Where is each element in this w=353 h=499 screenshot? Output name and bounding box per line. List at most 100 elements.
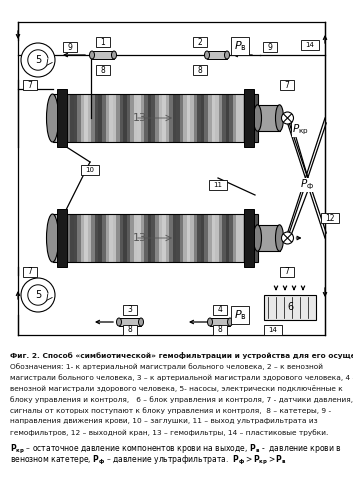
Bar xyxy=(70,214,74,262)
FancyBboxPatch shape xyxy=(23,80,37,90)
Bar xyxy=(211,214,216,262)
Text: 10: 10 xyxy=(85,167,95,173)
Bar xyxy=(141,214,145,262)
FancyBboxPatch shape xyxy=(96,37,110,47)
Ellipse shape xyxy=(90,51,95,59)
Text: 2: 2 xyxy=(198,37,202,46)
FancyBboxPatch shape xyxy=(280,80,294,90)
Text: 14: 14 xyxy=(306,42,315,48)
Bar xyxy=(120,94,124,142)
Bar xyxy=(211,94,216,142)
Bar xyxy=(91,214,95,262)
Text: Обозначения: 1- к артериальной магистрали больного человека, 2 – к венозной: Обозначения: 1- к артериальной магистрал… xyxy=(10,363,323,370)
Text: венозном катетере, $\mathbf{P_ф}$ – давление ультрафильтрата.  $\mathbf{P_ф}$$>\: венозном катетере, $\mathbf{P_ф}$ – давл… xyxy=(10,454,287,467)
Bar xyxy=(130,94,134,142)
Bar xyxy=(123,94,127,142)
Bar xyxy=(207,51,227,59)
Text: 7: 7 xyxy=(285,267,289,276)
Bar xyxy=(194,214,198,262)
Bar xyxy=(74,214,78,262)
Text: 7: 7 xyxy=(28,80,32,89)
Ellipse shape xyxy=(47,94,59,142)
Bar xyxy=(84,214,88,262)
Bar xyxy=(56,209,66,267)
Bar xyxy=(236,94,240,142)
Bar xyxy=(113,94,116,142)
Ellipse shape xyxy=(275,105,283,131)
Bar xyxy=(215,94,219,142)
FancyBboxPatch shape xyxy=(63,42,77,52)
Text: $P_{\rm в}$: $P_{\rm в}$ xyxy=(234,39,246,53)
Text: Фиг. 2. Способ «симбиотической» гемофильтрации и устройства для его осуществлени: Фиг. 2. Способ «симбиотической» гемофиль… xyxy=(10,352,353,359)
Circle shape xyxy=(281,112,293,124)
Bar xyxy=(243,94,247,142)
Bar xyxy=(190,94,195,142)
Ellipse shape xyxy=(253,225,262,251)
Bar xyxy=(264,294,316,319)
FancyBboxPatch shape xyxy=(209,180,227,190)
Bar xyxy=(116,214,120,262)
Text: $P_{\rm ф}$: $P_{\rm ф}$ xyxy=(300,178,314,192)
Bar xyxy=(53,94,56,142)
Bar xyxy=(137,214,141,262)
Bar xyxy=(74,94,78,142)
Bar xyxy=(63,214,67,262)
Bar xyxy=(120,214,124,262)
Bar xyxy=(226,214,230,262)
FancyBboxPatch shape xyxy=(213,305,227,315)
Bar xyxy=(56,214,60,262)
Bar xyxy=(166,94,170,142)
Bar xyxy=(95,214,99,262)
FancyBboxPatch shape xyxy=(263,42,277,52)
Bar xyxy=(81,214,85,262)
Bar xyxy=(102,214,106,262)
Bar xyxy=(173,94,177,142)
Bar xyxy=(144,94,148,142)
Bar xyxy=(233,214,237,262)
Bar xyxy=(151,214,156,262)
Bar xyxy=(148,94,152,142)
Bar xyxy=(162,214,166,262)
FancyBboxPatch shape xyxy=(96,65,110,75)
Bar xyxy=(56,89,66,147)
Bar xyxy=(208,214,212,262)
Ellipse shape xyxy=(227,318,233,326)
Bar xyxy=(127,94,131,142)
Bar xyxy=(250,94,255,142)
Text: 7: 7 xyxy=(285,80,289,89)
Bar xyxy=(155,214,159,262)
Text: 5: 5 xyxy=(35,290,41,300)
Bar xyxy=(240,94,244,142)
Bar xyxy=(176,214,180,262)
Bar xyxy=(137,94,141,142)
Bar xyxy=(173,214,177,262)
Text: 4: 4 xyxy=(217,305,222,314)
Bar xyxy=(240,214,244,262)
Bar xyxy=(250,214,255,262)
Text: 14: 14 xyxy=(269,327,277,333)
FancyBboxPatch shape xyxy=(81,165,99,175)
FancyBboxPatch shape xyxy=(280,267,294,277)
Bar xyxy=(169,214,173,262)
Bar xyxy=(257,225,280,251)
Bar xyxy=(155,94,159,142)
Bar xyxy=(98,214,102,262)
Bar xyxy=(127,214,131,262)
Bar xyxy=(53,94,257,142)
Bar xyxy=(148,214,152,262)
Bar xyxy=(63,94,67,142)
Text: блоку управления и контроля,   6 – блок управления и контроля, 7 - датчики давле: блоку управления и контроля, 6 – блок уп… xyxy=(10,396,353,403)
Bar xyxy=(257,105,280,131)
Text: 8: 8 xyxy=(128,325,132,334)
Bar xyxy=(123,214,127,262)
Text: 11: 11 xyxy=(214,182,222,188)
Circle shape xyxy=(21,43,55,77)
Bar xyxy=(190,214,195,262)
Bar xyxy=(247,94,251,142)
Bar xyxy=(254,214,258,262)
Bar xyxy=(88,214,92,262)
Text: 7: 7 xyxy=(28,267,32,276)
Bar xyxy=(183,94,187,142)
Text: $P_{\rm кр}$: $P_{\rm кр}$ xyxy=(292,123,309,137)
Bar xyxy=(113,214,116,262)
